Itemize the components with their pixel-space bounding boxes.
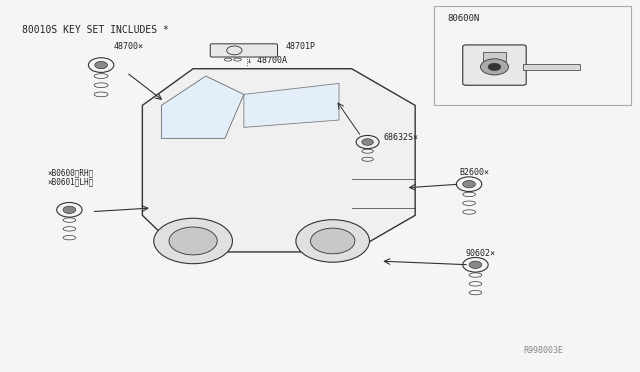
Circle shape: [362, 139, 373, 145]
Text: ↓ 48700A: ↓ 48700A: [247, 56, 287, 65]
Text: ×B0601〈LH〉: ×B0601〈LH〉: [47, 177, 93, 186]
FancyBboxPatch shape: [463, 45, 526, 85]
Circle shape: [296, 220, 369, 262]
Bar: [483, 52, 506, 61]
FancyArrow shape: [523, 64, 580, 70]
Text: 80600N: 80600N: [447, 14, 479, 23]
Circle shape: [154, 218, 232, 264]
Text: 90602×: 90602×: [466, 248, 496, 258]
Text: 48701P: 48701P: [285, 42, 315, 51]
Circle shape: [310, 228, 355, 254]
Polygon shape: [161, 76, 244, 138]
Circle shape: [469, 261, 482, 269]
FancyBboxPatch shape: [211, 44, 278, 57]
Text: 80010S KEY SET INCLUDES *: 80010S KEY SET INCLUDES *: [22, 25, 169, 35]
Text: 48700×: 48700×: [114, 42, 144, 51]
Polygon shape: [142, 69, 415, 252]
Text: B2600×: B2600×: [460, 168, 490, 177]
Circle shape: [488, 63, 501, 71]
Circle shape: [63, 206, 76, 214]
Circle shape: [169, 227, 217, 255]
Polygon shape: [244, 83, 339, 127]
Circle shape: [463, 180, 476, 188]
Circle shape: [481, 59, 508, 75]
Text: 68632S×: 68632S×: [383, 133, 419, 142]
Circle shape: [95, 61, 108, 69]
Text: R998003E: R998003E: [523, 346, 563, 355]
Text: ×B0600〈RH〉: ×B0600〈RH〉: [47, 168, 93, 177]
